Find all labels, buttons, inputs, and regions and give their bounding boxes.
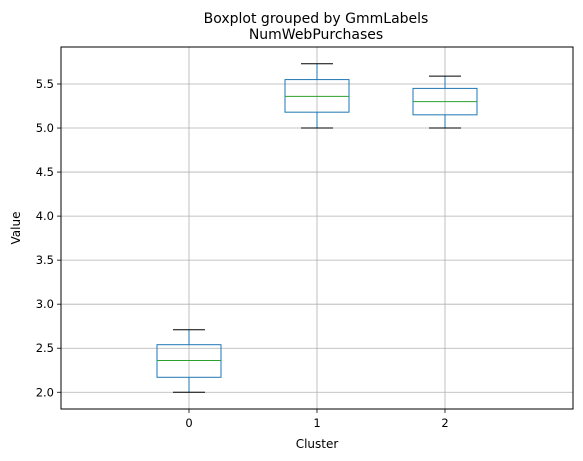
box-group-cluster-1	[284, 63, 350, 129]
x-axis-label: Cluster	[296, 437, 339, 451]
box-group-cluster-0	[156, 329, 222, 393]
y-tick-label: 3.5	[36, 253, 54, 267]
chart-suptitle: Boxplot grouped by GmmLabels	[204, 11, 429, 27]
y-tick-label: 3.0	[36, 297, 54, 311]
y-axis-label: Value	[9, 212, 23, 245]
y-tick-label: 2.0	[36, 385, 54, 399]
x-tick-label: 2	[441, 416, 448, 430]
chart-title: NumWebPurchases	[249, 27, 383, 43]
box-series	[156, 63, 478, 393]
y-axis-ticks: 2.0 2.5 3.0 3.5 4.0 4.5 5.0 5.5	[36, 77, 61, 399]
x-tick-label: 0	[185, 416, 192, 430]
x-axis-ticks: 0 1 2	[185, 409, 449, 430]
y-tick-label: 4.0	[36, 209, 54, 223]
x-tick-label: 1	[313, 416, 320, 430]
y-tick-label: 5.5	[36, 77, 54, 91]
y-tick-label: 2.5	[36, 341, 54, 355]
grid-lines	[61, 47, 573, 409]
y-tick-label: 5.0	[36, 121, 54, 135]
box-group-cluster-2	[412, 75, 478, 129]
y-tick-label: 4.5	[36, 165, 54, 179]
